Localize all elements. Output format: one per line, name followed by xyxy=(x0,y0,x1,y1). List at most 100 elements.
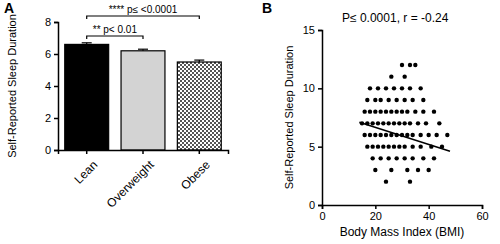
point xyxy=(426,133,430,137)
point xyxy=(410,144,414,148)
point xyxy=(389,168,393,172)
point xyxy=(378,98,382,102)
title: B xyxy=(262,0,272,16)
point xyxy=(394,98,398,102)
point xyxy=(432,156,436,160)
point xyxy=(362,133,366,137)
point xyxy=(394,156,398,160)
axis-line xyxy=(323,206,483,210)
tick-label: 15 xyxy=(303,24,315,36)
bar xyxy=(121,51,165,150)
tick-label: Obese xyxy=(178,157,213,192)
point xyxy=(368,133,372,137)
annotation: P≤ 0.0001, r = -0.24 xyxy=(342,11,449,25)
regression-line xyxy=(359,122,450,151)
tick: 10 xyxy=(303,82,322,94)
point xyxy=(413,63,417,67)
point xyxy=(402,121,406,125)
point xyxy=(386,144,390,148)
figure: A02468LeanOverweightObeseSelf-Reported S… xyxy=(0,0,500,244)
tick: Overweight xyxy=(104,150,157,211)
point xyxy=(426,168,430,172)
point xyxy=(386,156,390,160)
point xyxy=(392,86,396,90)
point xyxy=(384,86,388,90)
tick: 15 xyxy=(303,24,322,36)
x-axis-title: Body Mass Index (BMI) xyxy=(340,225,465,239)
y-axis: 02468 xyxy=(45,16,59,156)
tick-label: 6 xyxy=(45,48,51,60)
point xyxy=(421,98,425,102)
point xyxy=(384,179,388,183)
point xyxy=(365,98,369,102)
tick: 20 xyxy=(370,205,382,222)
point xyxy=(365,144,369,148)
error-bar xyxy=(138,49,148,51)
point xyxy=(389,74,393,78)
tick-mark xyxy=(482,205,484,209)
point xyxy=(400,109,404,113)
tick-mark xyxy=(86,150,88,154)
tick-mark xyxy=(428,205,430,209)
point xyxy=(394,109,398,113)
point xyxy=(402,144,406,148)
tick: 60 xyxy=(476,205,488,222)
error-bar xyxy=(194,60,204,62)
tick: Obese xyxy=(178,150,213,193)
significance-bracket xyxy=(87,36,143,39)
point xyxy=(418,133,422,137)
tick-label: 2 xyxy=(45,112,51,124)
tick-mark xyxy=(54,86,58,88)
bar xyxy=(65,44,109,150)
error-cap xyxy=(82,42,92,43)
axis-line xyxy=(59,151,229,155)
point xyxy=(416,121,420,125)
y-axis-title: Self-Reported Sleep Duration xyxy=(6,14,18,158)
point xyxy=(410,133,414,137)
tick-label: 4 xyxy=(45,80,51,92)
point xyxy=(378,109,382,113)
tick-mark xyxy=(318,146,322,148)
tick-label: 5 xyxy=(309,141,315,153)
tick-label: 0 xyxy=(309,199,315,211)
point xyxy=(402,74,406,78)
point xyxy=(410,156,414,160)
point xyxy=(386,98,390,102)
point xyxy=(392,144,396,148)
tick-mark xyxy=(54,22,58,24)
tick: 8 xyxy=(45,16,58,28)
point xyxy=(376,86,380,90)
point xyxy=(408,179,412,183)
point xyxy=(408,63,412,67)
tick-label: 60 xyxy=(476,210,488,222)
tick-label: 8 xyxy=(45,16,51,28)
tick-mark xyxy=(318,205,322,207)
point xyxy=(392,121,396,125)
error-cap xyxy=(138,49,148,50)
tick-label: 0 xyxy=(319,210,325,222)
x-axis: LeanOverweightObese xyxy=(59,150,229,211)
point xyxy=(373,109,377,113)
point xyxy=(370,156,374,160)
point xyxy=(413,109,417,113)
point xyxy=(418,86,422,90)
plot-marks xyxy=(359,63,450,184)
title: A xyxy=(4,0,14,16)
point xyxy=(410,98,414,102)
point xyxy=(376,121,380,125)
point xyxy=(368,109,372,113)
point xyxy=(432,109,436,113)
tick: 4 xyxy=(45,80,58,92)
tick: 0 xyxy=(319,205,325,222)
panel-a: A02468LeanOverweightObeseSelf-Reported S… xyxy=(4,0,229,211)
significance-bracket xyxy=(87,16,200,19)
tick-mark xyxy=(54,54,58,56)
point xyxy=(397,121,401,125)
tick-label: Overweight xyxy=(104,157,157,210)
point xyxy=(416,168,420,172)
annotation: ** p< 0.01 xyxy=(93,24,138,35)
point xyxy=(378,156,382,160)
point xyxy=(408,86,412,90)
y-axis: 0 5 10 15 xyxy=(303,24,323,211)
point xyxy=(384,109,388,113)
